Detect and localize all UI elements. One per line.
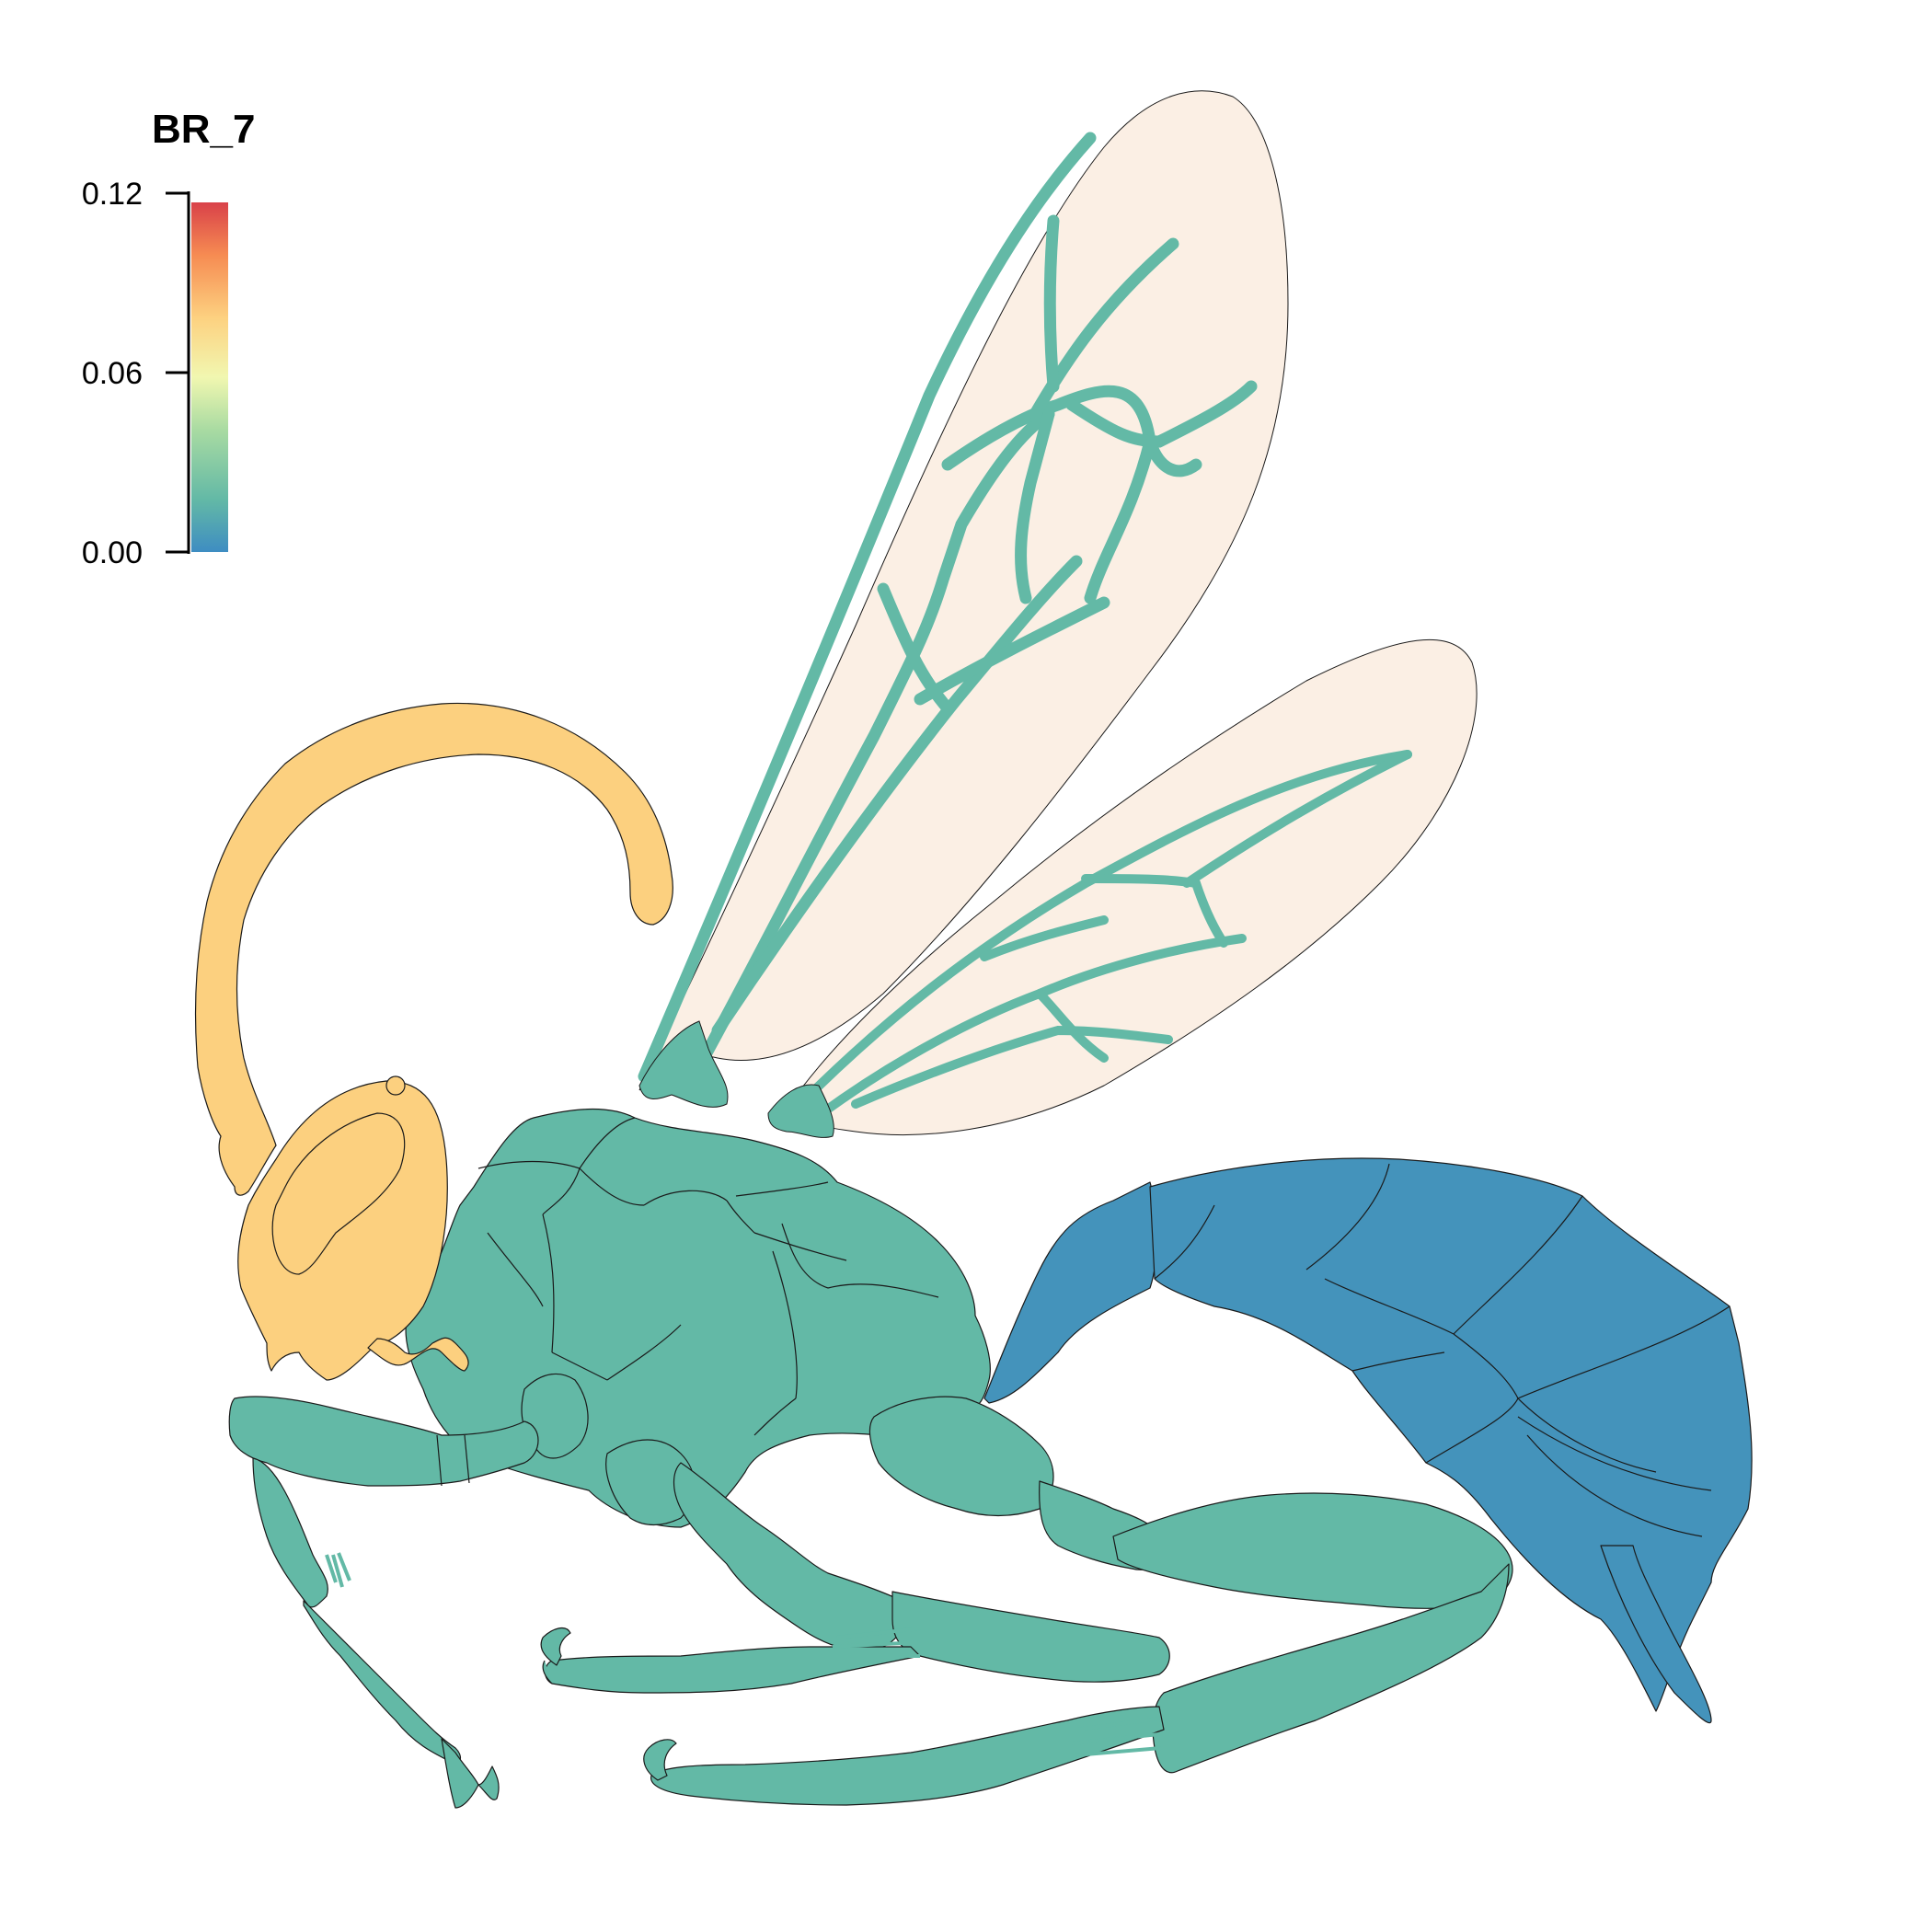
hindleg-femur bbox=[1112, 1492, 1513, 1609]
thorax-sclerite-lines bbox=[477, 1117, 939, 1436]
midleg-tibia bbox=[891, 1591, 1170, 1683]
head bbox=[237, 1075, 469, 1381]
ocellus bbox=[385, 1075, 406, 1096]
midleg-femur bbox=[673, 1462, 906, 1651]
legend-tick-label-min: 0.00 bbox=[82, 535, 143, 570]
hindwing-base bbox=[767, 1084, 834, 1138]
foreleg-tibia bbox=[252, 1457, 328, 1608]
foreleg-tarsus bbox=[303, 1600, 462, 1764]
mandible bbox=[367, 1337, 469, 1372]
legend-tick-label-max: 0.12 bbox=[82, 177, 143, 212]
antenna bbox=[194, 702, 673, 1196]
hindwing-veins bbox=[796, 750, 1412, 1127]
forewing-membrane bbox=[638, 90, 1289, 1091]
petiole bbox=[983, 1181, 1158, 1404]
midleg-tarsus bbox=[544, 1646, 921, 1694]
color-legend: BR_7 0.12 0.06 0.00 bbox=[82, 107, 256, 570]
forewing bbox=[638, 90, 1289, 1108]
forewing-base bbox=[638, 1020, 729, 1108]
forewing-veins bbox=[638, 132, 1258, 1083]
ovipositor bbox=[1600, 1545, 1712, 1724]
antenna-flagellum bbox=[194, 702, 673, 1196]
gaster-segment-lines bbox=[1154, 1163, 1731, 1537]
midleg-coxa bbox=[605, 1439, 696, 1526]
compound-eye bbox=[271, 1112, 406, 1275]
legend-title: BR_7 bbox=[152, 107, 256, 152]
midleg-claw bbox=[540, 1627, 571, 1685]
midleg bbox=[540, 1439, 1170, 1694]
foreleg-claw bbox=[441, 1738, 500, 1809]
hindwing bbox=[767, 638, 1478, 1138]
legend-tick-label-mid: 0.06 bbox=[82, 356, 143, 391]
foreleg bbox=[228, 1373, 589, 1809]
hindleg-tibia bbox=[1152, 1563, 1510, 1774]
hindwing-membrane bbox=[786, 638, 1478, 1135]
hindleg bbox=[643, 1396, 1513, 1806]
hindleg-claw bbox=[643, 1739, 677, 1781]
hindleg-coxa bbox=[868, 1396, 1054, 1517]
abdomen bbox=[983, 1157, 1753, 1724]
legend-color-bar bbox=[191, 202, 228, 552]
